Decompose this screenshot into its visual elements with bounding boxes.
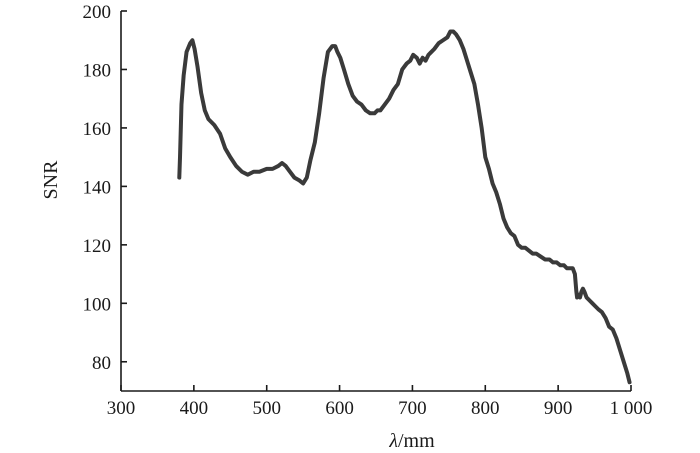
y-axis-title: SNR (40, 160, 62, 200)
x-axis-title-symbol: λ (388, 430, 398, 452)
y-tick-label: 200 (83, 2, 112, 23)
x-axis-ticks: 300 400 500 600 700 800 900 1 000 (107, 385, 653, 419)
y-axis-ticks: 80 100 120 140 160 180 200 (83, 2, 127, 374)
x-tick-label: 900 (544, 398, 573, 419)
x-tick-label: 700 (398, 398, 427, 419)
y-tick-label: 120 (83, 236, 112, 257)
y-tick-label: 80 (92, 353, 111, 374)
axes (120, 11, 631, 392)
x-tick-label: 300 (107, 398, 136, 419)
snr-series-line (177, 29, 632, 385)
x-tick-label: 1 000 (610, 398, 653, 419)
y-tick-label: 180 (83, 60, 112, 81)
y-tick-label: 160 (83, 119, 112, 140)
series-layer (177, 29, 632, 385)
x-tick-label: 500 (252, 398, 281, 419)
x-axis-title: λ/mm (388, 430, 435, 452)
x-tick-label: 400 (180, 398, 209, 419)
x-tick-label: 600 (325, 398, 354, 419)
x-axis-title-unit: /mm (398, 430, 435, 452)
y-tick-label: 140 (83, 177, 112, 198)
x-tick-label: 800 (471, 398, 500, 419)
y-tick-label: 100 (83, 294, 112, 315)
